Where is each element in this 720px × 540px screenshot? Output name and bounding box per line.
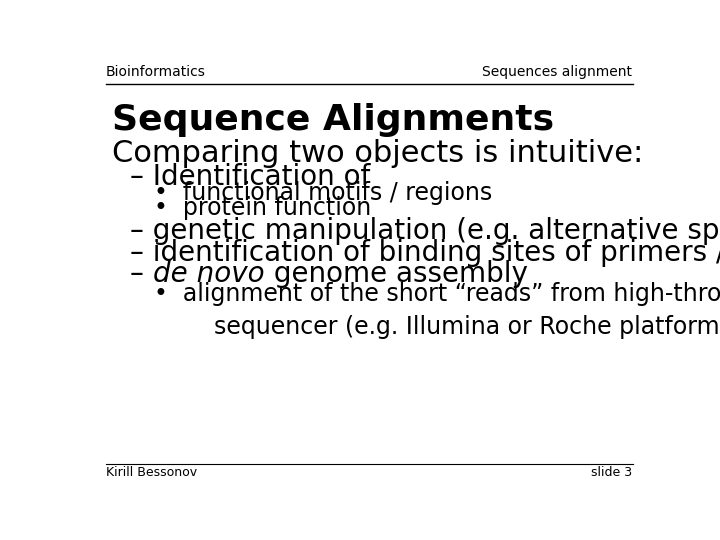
- Text: Comparing two objects is intuitive:: Comparing two objects is intuitive:: [112, 139, 643, 168]
- Text: Sequence Alignments: Sequence Alignments: [112, 103, 554, 137]
- Text: •  functional motifs / regions: • functional motifs / regions: [153, 181, 492, 205]
- Text: – identification of binding sites of primers / TFs: – identification of binding sites of pri…: [130, 239, 720, 267]
- Text: Bioinformatics: Bioinformatics: [106, 65, 205, 79]
- Text: de novo: de novo: [153, 260, 265, 288]
- Text: •  protein function: • protein function: [153, 195, 371, 220]
- Text: – genetic manipulation (e.g. alternative splicing): – genetic manipulation (e.g. alternative…: [130, 217, 720, 245]
- Text: Sequences alignment: Sequences alignment: [482, 65, 632, 79]
- Text: – Identification of: – Identification of: [130, 163, 371, 191]
- Text: •  alignment of the short “reads” from high-throughput
        sequencer (e.g. I: • alignment of the short “reads” from hi…: [153, 282, 720, 340]
- Text: genome assembly: genome assembly: [265, 260, 528, 288]
- Text: Kirill Bessonov: Kirill Bessonov: [106, 466, 197, 479]
- Text: –: –: [130, 260, 153, 288]
- Text: slide 3: slide 3: [591, 466, 632, 479]
